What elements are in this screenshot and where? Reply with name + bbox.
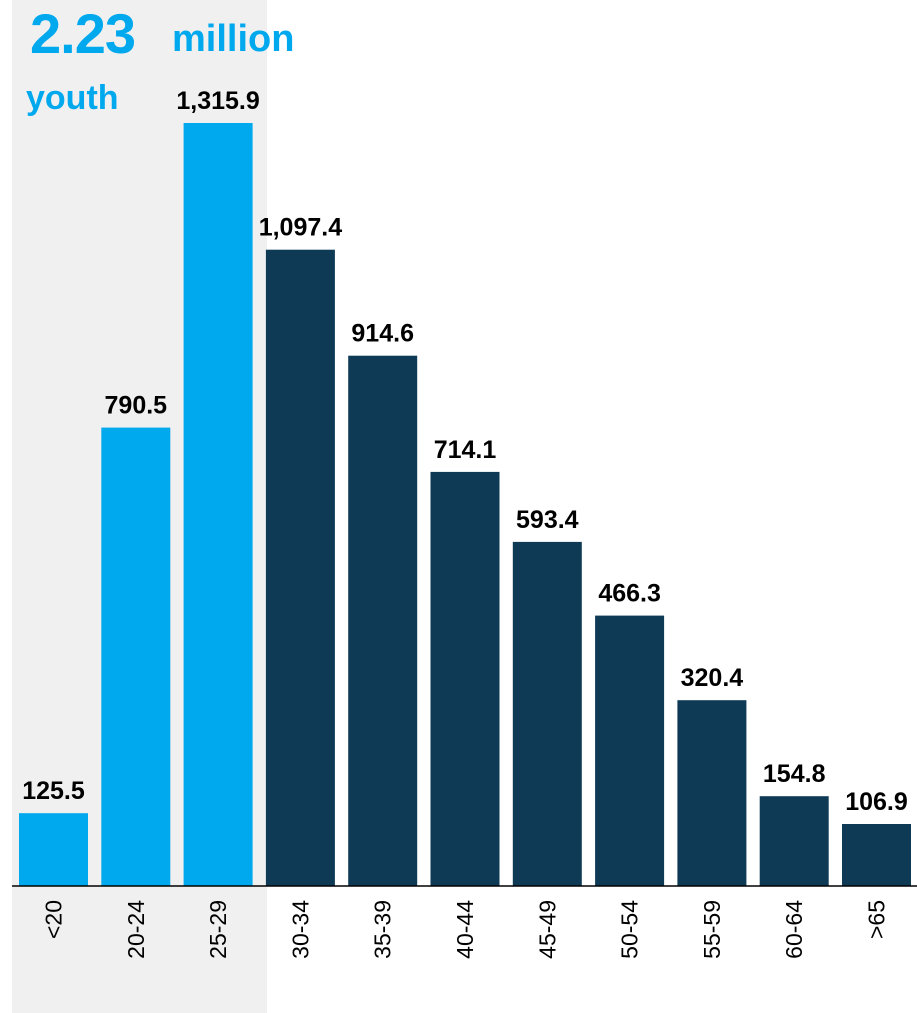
- youth-total-label: youth: [26, 79, 119, 117]
- bars-group: [19, 123, 911, 886]
- value-label-<20: 125.5: [22, 777, 85, 805]
- x-tick-labels-group: <20 20-24 25-29 30-34 35-39 40-44 45-49 50-54 55…: [41, 900, 890, 959]
- value-label-40-44: 714.1: [434, 436, 497, 464]
- value-label-30-34: 1,097.4: [259, 214, 343, 242]
- tick-label-50-54: 50-54: [617, 900, 643, 959]
- value-label->65: 106.9: [845, 788, 908, 816]
- youth-total-value: 2.23: [30, 2, 136, 65]
- bar-45-49: [512, 541, 582, 886]
- bar-50-54: [595, 615, 665, 886]
- bar-20-24: [101, 427, 171, 886]
- bar-60-64: [759, 796, 829, 886]
- tick-label-45-49: 45-49: [534, 900, 560, 959]
- value-labels-group: 125.5 790.5 1,315.9 1,097.4 914.6 714.1 593.4 4…: [22, 87, 908, 816]
- value-label-20-24: 790.5: [105, 392, 168, 420]
- tick-label->65: >65: [864, 900, 890, 939]
- tick-label-25-29: 25-29: [205, 900, 231, 959]
- tick-label-30-34: 30-34: [287, 900, 313, 959]
- tick-label-55-59: 55-59: [699, 900, 725, 959]
- tick-label-20-24: 20-24: [123, 900, 149, 959]
- value-label-45-49: 593.4: [516, 506, 579, 534]
- bar->65: [842, 824, 911, 886]
- tick-label-35-39: 35-39: [370, 900, 396, 959]
- bar-55-59: [677, 700, 747, 886]
- bar-35-39: [348, 355, 418, 886]
- youth-total-unit: million: [172, 18, 295, 60]
- bar-<20: [19, 813, 88, 886]
- value-label-50-54: 466.3: [598, 580, 661, 608]
- value-label-60-64: 154.8: [763, 760, 826, 788]
- bar-40-44: [430, 471, 500, 886]
- tick-label-<20: <20: [41, 900, 67, 939]
- bar-25-29: [183, 123, 253, 886]
- value-label-25-29: 1,315.9: [176, 87, 259, 115]
- tick-label-60-64: 60-64: [781, 900, 807, 959]
- value-label-55-59: 320.4: [681, 664, 744, 692]
- tick-label-40-44: 40-44: [452, 900, 478, 959]
- bar-30-34: [265, 249, 335, 886]
- value-label-35-39: 914.6: [351, 320, 414, 348]
